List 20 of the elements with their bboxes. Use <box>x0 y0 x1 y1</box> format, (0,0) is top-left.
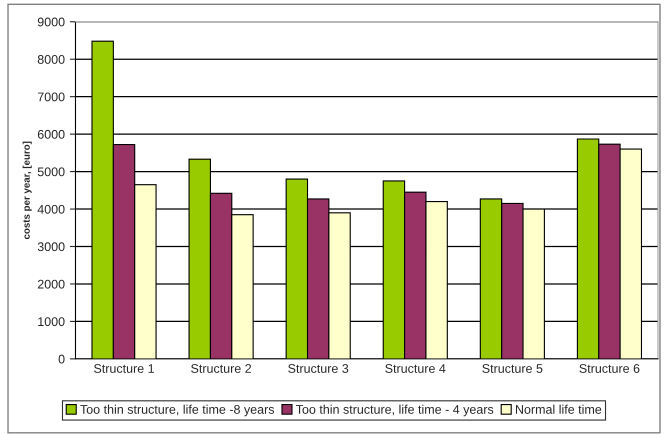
y-tick-label: 4000 <box>38 204 65 214</box>
y-tick-label: 7000 <box>38 92 65 102</box>
y-tick-label: 6000 <box>38 130 65 139</box>
y-tick-label: 9000 <box>38 18 65 26</box>
x-tick-label: Structure 5 <box>482 364 542 373</box>
y-axis-title: costs per year, [euro] <box>22 142 32 240</box>
legend-label: Too thin structure, life time -8 years <box>80 404 274 416</box>
legend-label: Too thin structure, life time - 4 years <box>296 404 494 416</box>
y-tick-label: 0 <box>58 354 65 364</box>
y-tick-label: 1000 <box>38 317 65 326</box>
x-tick-label: Structure 2 <box>191 364 252 373</box>
y-tick-label: 8000 <box>38 55 65 64</box>
legend-label: Normal life time <box>516 404 602 414</box>
y-tick-label: 3000 <box>38 242 65 252</box>
x-tick-label: Structure 3 <box>288 364 348 373</box>
x-tick-label: Structure 6 <box>579 364 640 373</box>
y-tick-label: 5000 <box>38 167 65 176</box>
x-tick-label: Structure 1 <box>94 364 154 373</box>
y-tick-label: 2000 <box>38 280 65 289</box>
x-tick-label: Structure 4 <box>385 364 446 373</box>
